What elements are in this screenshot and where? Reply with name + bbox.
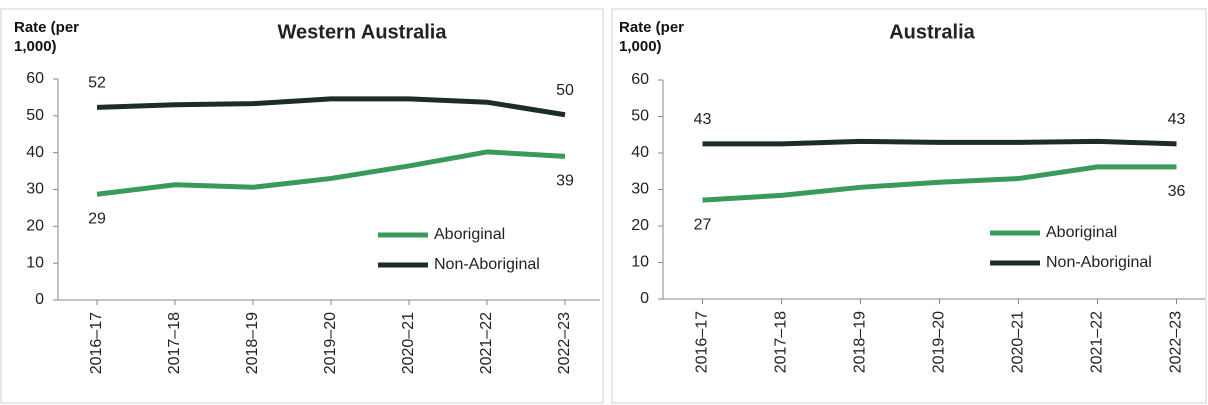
series-line xyxy=(702,138,1177,147)
panel-border xyxy=(0,8,604,404)
chart-title: Western Australia xyxy=(278,21,448,43)
legend-label: Non-Aboriginal xyxy=(434,256,540,273)
y-tick-label: 10 xyxy=(26,254,44,271)
chart-title: Australia xyxy=(889,21,975,43)
x-tick-label: 2017–18 xyxy=(166,312,183,374)
y-tick-label: 0 xyxy=(640,290,649,307)
data-label: 27 xyxy=(694,216,712,233)
data-label: 43 xyxy=(1168,111,1186,128)
y-tick-label: 50 xyxy=(26,107,44,124)
legend-label: Non-Aboriginal xyxy=(1046,254,1152,271)
y-tick-label: 40 xyxy=(631,144,649,161)
legend-label: Aboriginal xyxy=(434,226,505,243)
y-tick-label: 40 xyxy=(26,144,44,161)
x-tick-label: 2021–22 xyxy=(478,312,495,374)
x-tick-label: 2021–22 xyxy=(1089,311,1106,373)
legend-label: Aboriginal xyxy=(1046,224,1117,241)
x-tick-label: 2019–20 xyxy=(931,311,948,373)
y-tick-label: 0 xyxy=(35,291,44,308)
y-tick-label: 30 xyxy=(26,181,44,198)
x-tick-label: 2022–23 xyxy=(1168,311,1185,373)
x-tick-label: 2016–17 xyxy=(694,311,711,373)
x-tick-label: 2020–21 xyxy=(1010,311,1027,373)
data-label: 43 xyxy=(694,111,712,128)
series-line xyxy=(96,96,566,118)
x-tick-label: 2016–17 xyxy=(88,312,105,374)
y-tick-label: 20 xyxy=(26,218,44,235)
x-tick-label: 2022–23 xyxy=(556,312,573,374)
data-label: 39 xyxy=(556,173,574,190)
data-label: 52 xyxy=(88,75,106,92)
panel-border xyxy=(611,8,1207,404)
y-tick-label: 60 xyxy=(631,71,649,88)
x-tick-label: 2017–18 xyxy=(773,311,790,373)
y-tick-label: 50 xyxy=(631,108,649,125)
x-tick-label: 2018–19 xyxy=(244,312,261,374)
data-label: 36 xyxy=(1168,183,1186,200)
x-tick-label: 2019–20 xyxy=(322,312,339,374)
x-tick-label: 2018–19 xyxy=(852,311,869,373)
series-line xyxy=(702,164,1177,203)
y-tick-label: 20 xyxy=(631,217,649,234)
y-tick-label: 10 xyxy=(631,254,649,271)
data-label: 50 xyxy=(556,82,574,99)
y-tick-label: 30 xyxy=(631,181,649,198)
y-tick-label: 60 xyxy=(26,70,44,87)
y-axis-label: Rate (per 1,000) xyxy=(619,19,685,55)
data-label: 29 xyxy=(88,211,106,228)
series-line xyxy=(96,149,566,197)
x-tick-label: 2020–21 xyxy=(400,312,417,374)
y-axis-label: Rate (per 1,000) xyxy=(14,19,80,55)
